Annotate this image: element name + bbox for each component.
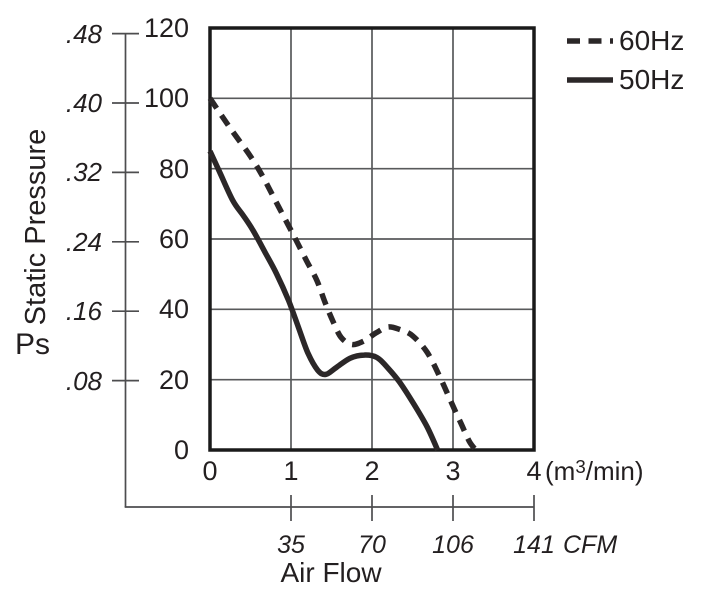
legend-label-50hz: 50Hz xyxy=(619,64,685,95)
x-unit-post: /min) xyxy=(585,456,644,486)
inh2o-tick-label-.08: .08 xyxy=(65,365,102,396)
y-axis-symbol: Ps xyxy=(15,328,51,361)
cfm-tick-label-35: 35 xyxy=(277,531,305,559)
cfm-tick-label-106: 106 xyxy=(432,531,474,559)
x-tick-label-2: 2 xyxy=(364,456,380,486)
x-tick-label-1: 1 xyxy=(283,456,299,486)
plot-border xyxy=(208,26,536,452)
inh2o-tick-label-.48: .48 xyxy=(65,18,102,49)
cfm-tick-label-70: 70 xyxy=(358,531,386,559)
x-tick-label-3: 3 xyxy=(445,456,461,486)
pa-tick-label-80: 80 xyxy=(158,153,189,184)
pa-tick-label-60: 60 xyxy=(158,224,189,254)
x-axis-unit: (m3/min) xyxy=(545,456,644,489)
inh2o-tick-label-.24: .24 xyxy=(65,226,102,257)
inh2o-tick-label-.32: .32 xyxy=(65,157,102,188)
legend-label-60hz: 60Hz xyxy=(619,25,685,56)
curve-60hz xyxy=(207,96,478,452)
pa-tick-label-40: 40 xyxy=(158,294,189,325)
x-tick-label-4: 4 xyxy=(526,456,542,486)
pa-tick-label-20: 20 xyxy=(158,364,189,395)
x-unit-pre: (m xyxy=(545,456,576,486)
pa-tick-label-0: 0 xyxy=(173,435,189,465)
pa-tick-label-120: 120 xyxy=(143,13,189,43)
inh2o-tick-label-.40: .40 xyxy=(65,88,102,118)
cfm-axis-unit: CFM xyxy=(563,531,618,559)
pa-tick-label-100: 100 xyxy=(143,83,189,114)
x-axis-title: Air Flow xyxy=(280,557,382,588)
cfm-tick-label-141: 141 xyxy=(513,531,555,559)
x-tick-label-0: 0 xyxy=(202,456,218,486)
curve-50hz xyxy=(207,149,441,452)
x-unit-sup: 3 xyxy=(575,456,586,478)
inh2o-tick-label-.16: .16 xyxy=(65,296,102,327)
